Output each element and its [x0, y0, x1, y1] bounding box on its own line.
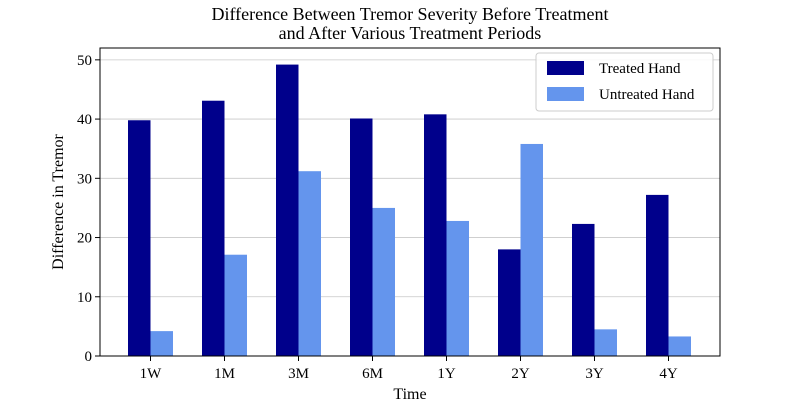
bar-untreated-hand-4Y	[668, 336, 691, 356]
bar-untreated-hand-1W	[150, 331, 173, 356]
bar-treated-hand-1M	[202, 100, 225, 356]
y-tick-label-20: 20	[77, 231, 92, 247]
bar-untreated-hand-1M	[224, 254, 247, 356]
legend-label-treated-hand: Treated Hand	[599, 61, 681, 77]
bar-untreated-hand-3M	[298, 171, 321, 356]
bar-untreated-hand-1Y	[446, 220, 469, 356]
x-axis-label: Time	[393, 386, 426, 400]
x-tick-label-4Y: 4Y	[659, 366, 678, 382]
x-tick-label-1Y: 1Y	[437, 366, 456, 382]
x-tick-label-1W: 1W	[140, 366, 163, 382]
bar-untreated-hand-6M	[372, 207, 395, 356]
bar-treated-hand-2Y	[498, 249, 521, 356]
bar-treated-hand-4Y	[646, 194, 669, 356]
x-axis-ticks: 1W 1M 3M 6M 1Y 2Y 3Y 4Y	[140, 356, 678, 382]
chart-title-line-2: and After Various Treatment Periods	[279, 23, 542, 43]
legend-swatch-untreated-hand	[547, 87, 584, 101]
legend-label-untreated-hand: Untreated Hand	[599, 87, 695, 103]
bar-treated-hand-3Y	[572, 223, 595, 356]
x-tick-label-6M: 6M	[362, 366, 383, 382]
y-axis-label: Difference in Tremor	[50, 133, 67, 269]
legend: Treated Hand Untreated Hand	[535, 52, 714, 112]
chart-title-line-1: Difference Between Tremor Severity Befor…	[211, 4, 608, 24]
x-tick-label-3M: 3M	[288, 366, 309, 382]
y-axis-ticks: 0 10 20 30 40 50	[77, 53, 100, 365]
bars	[128, 64, 691, 356]
x-tick-label-3Y: 3Y	[585, 366, 604, 382]
y-tick-label-50: 50	[77, 53, 92, 69]
y-tick-label-0: 0	[85, 349, 93, 365]
plot-frame	[99, 47, 721, 357]
legend-swatch-treated-hand	[547, 61, 584, 75]
bar-treated-hand-6M	[350, 118, 373, 356]
bar-treated-hand-1Y	[424, 114, 447, 356]
y-tick-label-10: 10	[77, 290, 92, 306]
x-tick-label-2Y: 2Y	[511, 366, 530, 382]
bar-treated-hand-3M	[276, 64, 299, 356]
y-tick-label-40: 40	[77, 112, 92, 128]
x-tick-label-1M: 1M	[214, 366, 235, 382]
bar-treated-hand-1W	[128, 120, 151, 356]
y-tick-label-30: 30	[77, 171, 92, 187]
bar-untreated-hand-2Y	[520, 143, 543, 356]
bar-untreated-hand-3Y	[594, 329, 617, 356]
